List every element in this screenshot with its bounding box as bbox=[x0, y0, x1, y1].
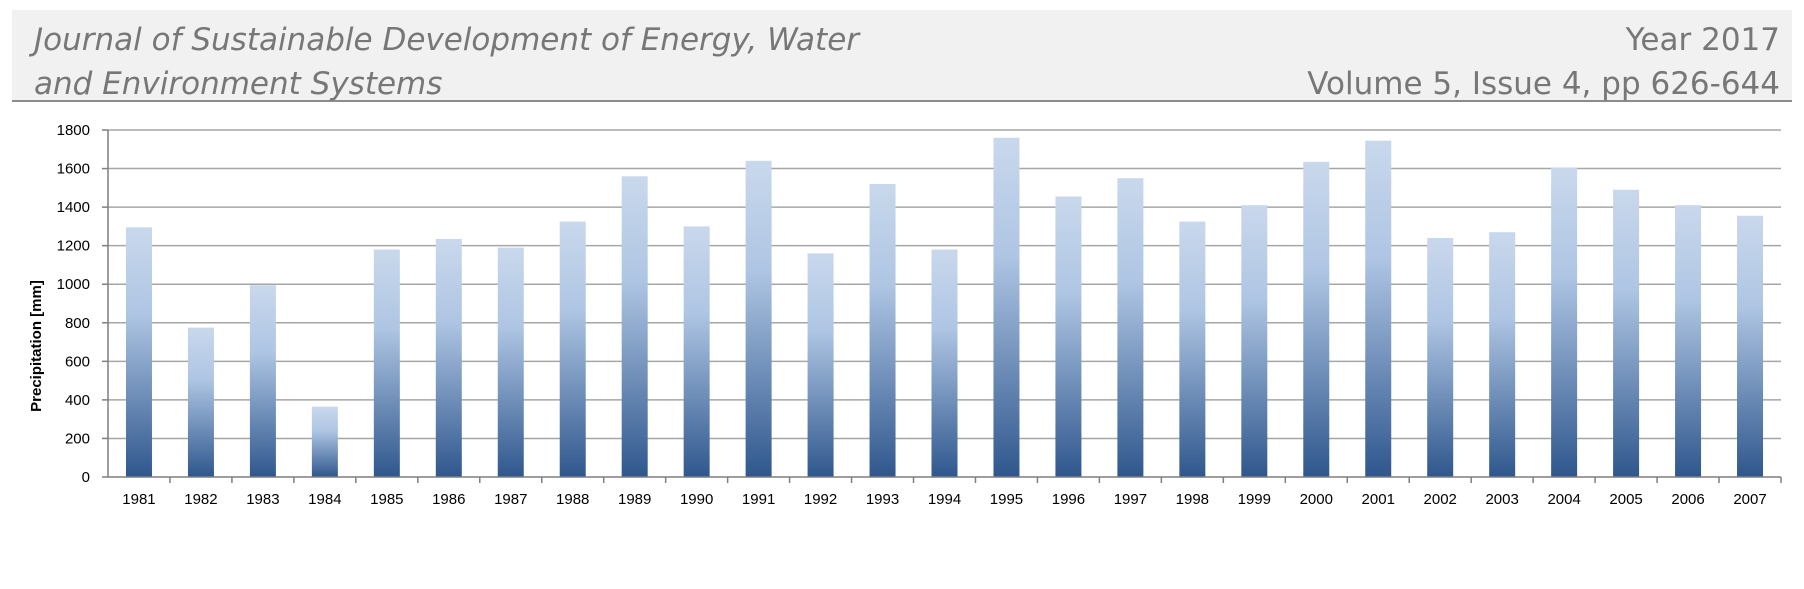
x-tick-label-1998: 1998 bbox=[1176, 491, 1209, 508]
x-tick-label-1992: 1992 bbox=[804, 491, 837, 508]
bar-2003 bbox=[1489, 232, 1516, 477]
y-tick-label: 800 bbox=[65, 315, 90, 332]
x-tick-label-1985: 1985 bbox=[370, 491, 403, 508]
x-tick-label-1984: 1984 bbox=[308, 491, 341, 508]
x-tick-label-1993: 1993 bbox=[866, 491, 899, 508]
x-tick-label-1989: 1989 bbox=[618, 491, 651, 508]
x-tick-label-1981: 1981 bbox=[122, 491, 155, 508]
x-tick-label-1994: 1994 bbox=[928, 491, 961, 508]
precipitation-bar-chart: 0 200 400 600 800 1000 1200 1400 1600 1800 1981 198… bbox=[28, 122, 1782, 508]
y-tick-label: 600 bbox=[65, 353, 90, 370]
y-tick-label: 400 bbox=[65, 392, 90, 409]
bar-1982 bbox=[187, 327, 214, 477]
x-tick-label-2002: 2002 bbox=[1424, 491, 1457, 508]
year-label: Year 2017 bbox=[1625, 22, 1780, 58]
bar-2007 bbox=[1737, 215, 1764, 477]
bar-1992 bbox=[807, 253, 834, 477]
volume-issue-label: Volume 5, Issue 4, pp 626-644 bbox=[1307, 66, 1780, 102]
bar-2006 bbox=[1675, 205, 1702, 477]
bar-1984 bbox=[311, 406, 338, 477]
y-tick-label: 1200 bbox=[57, 238, 90, 255]
bar-1989 bbox=[621, 176, 648, 477]
journal-title: Journal of Sustainable Development of En… bbox=[34, 18, 859, 106]
x-tick-label-1988: 1988 bbox=[556, 491, 589, 508]
y-tick-label: 1600 bbox=[57, 161, 90, 178]
bar-1997 bbox=[1117, 178, 1144, 477]
bar-1994 bbox=[931, 249, 958, 477]
bar-1990 bbox=[683, 226, 710, 477]
journal-header: Journal of Sustainable Development of En… bbox=[12, 10, 1792, 102]
x-tick-label-2005: 2005 bbox=[1609, 491, 1642, 508]
x-tick-label-2007: 2007 bbox=[1733, 491, 1766, 508]
y-tick-label: 1400 bbox=[57, 199, 90, 216]
journal-title-line1: Journal of Sustainable Development of En… bbox=[34, 22, 860, 58]
y-tick-label: 1000 bbox=[57, 276, 90, 293]
issue-info: Year 2017 Volume 5, Issue 4, pp 626-644 bbox=[1307, 18, 1780, 106]
bar-1998 bbox=[1179, 221, 1206, 477]
x-tick-label-1999: 1999 bbox=[1238, 491, 1271, 508]
x-tick-label-2004: 2004 bbox=[1547, 491, 1580, 508]
bar-2001 bbox=[1365, 140, 1392, 477]
bar-1983 bbox=[249, 285, 276, 477]
bar-2002 bbox=[1427, 237, 1454, 477]
bar-1985 bbox=[373, 249, 400, 477]
x-tick-label-1987: 1987 bbox=[494, 491, 527, 508]
x-tick-label-2006: 2006 bbox=[1671, 491, 1704, 508]
x-tick-label-1982: 1982 bbox=[184, 491, 217, 508]
x-tick-label-1983: 1983 bbox=[246, 491, 279, 508]
y-tick-label: 1800 bbox=[57, 122, 90, 139]
x-tick-label-1997: 1997 bbox=[1114, 491, 1147, 508]
bar-1981 bbox=[125, 227, 152, 477]
bar-1995 bbox=[993, 137, 1020, 477]
bar-2005 bbox=[1613, 189, 1640, 477]
y-tick-label: 200 bbox=[65, 430, 90, 447]
bar-1999 bbox=[1241, 205, 1268, 477]
bar-2004 bbox=[1551, 167, 1578, 477]
x-tick-label-1990: 1990 bbox=[680, 491, 713, 508]
journal-title-line2: and Environment Systems bbox=[34, 66, 443, 102]
bar-1986 bbox=[435, 238, 462, 477]
x-tick-label-2001: 2001 bbox=[1362, 491, 1395, 508]
bar-2000 bbox=[1303, 161, 1330, 477]
y-tick-label: 0 bbox=[82, 469, 90, 486]
bar-1987 bbox=[497, 247, 524, 477]
bar-1996 bbox=[1055, 196, 1082, 477]
bar-1991 bbox=[745, 160, 772, 477]
x-tick-label-1995: 1995 bbox=[990, 491, 1023, 508]
x-tick-label-2003: 2003 bbox=[1485, 491, 1518, 508]
bar-1993 bbox=[869, 183, 896, 477]
y-axis-label: Precipitation [mm] bbox=[28, 280, 45, 412]
bar-1988 bbox=[559, 221, 586, 477]
x-tick-label-1991: 1991 bbox=[742, 491, 775, 508]
x-tick-label-1986: 1986 bbox=[432, 491, 465, 508]
x-tick-label-1996: 1996 bbox=[1052, 491, 1085, 508]
x-tick-label-2000: 2000 bbox=[1300, 491, 1333, 508]
